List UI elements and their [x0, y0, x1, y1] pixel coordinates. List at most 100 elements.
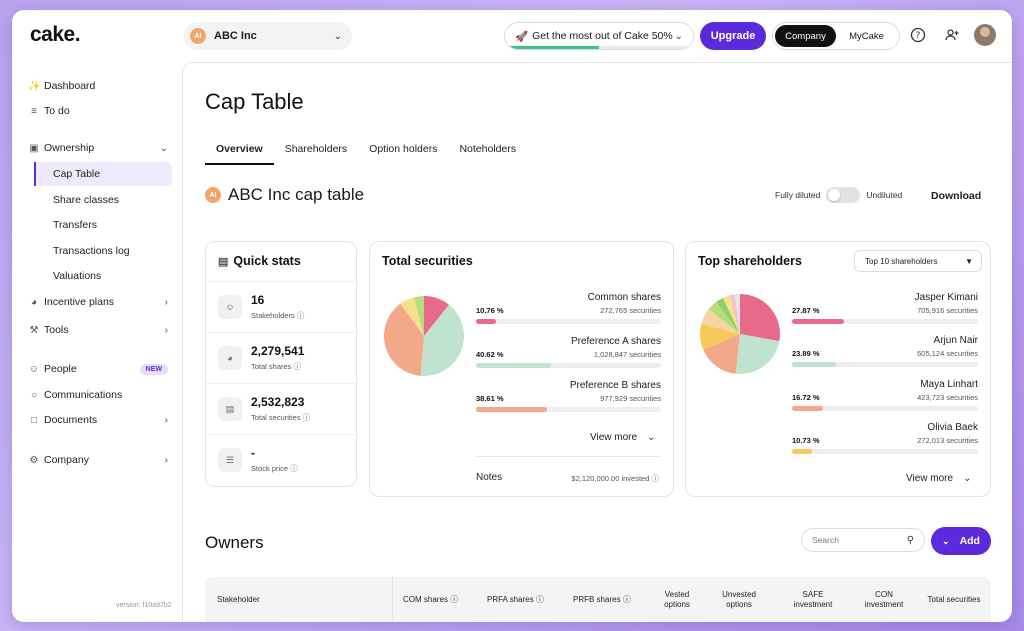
sidebar-item-ownership[interactable]: ▣ Ownership ⌄: [28, 137, 168, 159]
info-icon[interactable]: ⓘ: [296, 311, 305, 320]
shareholder-bar-track: [792, 449, 978, 454]
pie-slice[interactable]: [701, 309, 740, 334]
sidebar-sub-cap-table[interactable]: Cap Table: [34, 162, 172, 186]
sidebar-item-communications[interactable]: ○ Communications: [28, 384, 168, 406]
document-icon: ▤: [218, 397, 242, 421]
shareholder-bar-fill: [792, 406, 824, 411]
stat-value: 2,532,823: [251, 395, 305, 409]
column-header-com-shares[interactable]: COM shares ⓘ: [403, 577, 473, 622]
chevron-down-icon: ⌄: [942, 535, 950, 546]
owners-title: Owners: [205, 533, 264, 552]
page-title: Cap Table: [205, 89, 304, 114]
pie-slice[interactable]: [420, 304, 464, 376]
sidebar-sub-transactions-log[interactable]: Transactions log: [53, 245, 130, 257]
pie-slice[interactable]: [400, 297, 424, 336]
column-header-prfb-shares[interactable]: PRFB shares ⓘ: [573, 577, 643, 622]
pie-slice[interactable]: [708, 301, 740, 334]
tab-noteholders[interactable]: Noteholders: [459, 143, 517, 155]
pie-slice[interactable]: [703, 334, 740, 374]
sidebar-item-company[interactable]: ⚙ Company ›: [28, 449, 168, 471]
pie-slice[interactable]: [384, 303, 424, 376]
tab-option-holders[interactable]: Option holders: [369, 143, 438, 155]
stat-value: 2,279,541: [251, 344, 305, 358]
info-icon: ⓘ: [535, 594, 544, 604]
tab-company[interactable]: Company: [775, 25, 836, 47]
info-icon[interactable]: ⓘ: [293, 362, 302, 371]
security-bar-fill: [476, 363, 552, 368]
app-logo[interactable]: cake.: [30, 23, 81, 46]
column-header-vested-options[interactable]: Vested options: [664, 589, 690, 609]
section-title: ABC Inc cap table: [228, 185, 365, 204]
pie-slice[interactable]: [414, 296, 424, 336]
top-shareholders-pie: [700, 294, 780, 374]
sidebar-sub-valuations[interactable]: Valuations: [53, 270, 102, 282]
user-avatar[interactable]: [974, 24, 996, 46]
stat-label: Total shares ⓘ: [251, 361, 304, 372]
chat-icon: ○: [30, 389, 38, 401]
stat-label-text: Stock price: [251, 464, 289, 473]
tab-shareholders[interactable]: Shareholders: [284, 143, 348, 155]
add-user-icon[interactable]: [942, 25, 962, 45]
shareholder-name: Arjun Nair: [933, 335, 978, 346]
view-more-button[interactable]: View more ⌄: [906, 473, 971, 484]
company-selector[interactable]: AI ABC Inc ⌄: [184, 22, 352, 50]
top-shareholders-filter[interactable]: Top 10 shareholders ▼: [854, 250, 982, 272]
folder-icon: □: [30, 414, 38, 426]
column-header-safe-investment[interactable]: SAFE investment: [793, 589, 833, 609]
quick-stats-title: ▤ Quick stats: [218, 254, 301, 268]
column-header-unvested-options[interactable]: Unvested options: [722, 589, 756, 609]
sidebar-sub-transfers[interactable]: Transfers: [53, 219, 97, 231]
stat-value: 16: [251, 293, 265, 307]
people-icon: ☺: [218, 295, 242, 319]
pie-slice[interactable]: [716, 297, 740, 334]
pie-slice[interactable]: [722, 295, 740, 334]
sidebar-sub-share-classes[interactable]: Share classes: [53, 194, 119, 206]
security-bar-track: [476, 363, 661, 368]
security-bar-fill: [476, 319, 496, 324]
sidebar-item-people[interactable]: ☺ People NEW: [28, 358, 168, 380]
chevron-right-icon: ›: [164, 324, 168, 336]
promo-progress-bar: [505, 46, 693, 49]
help-icon[interactable]: ?: [908, 25, 928, 45]
sidebar-item-label: People: [44, 363, 77, 375]
security-count: 1,028,847 securities: [593, 350, 661, 359]
promo-banner[interactable]: 🚀 Get the most out of Cake 50% ⌄: [504, 22, 694, 50]
dilution-toggle[interactable]: [826, 187, 861, 203]
view-more-button[interactable]: View more ⌄: [590, 432, 655, 443]
stat-total-securities: ▤ 2,532,823 Total securities ⓘ: [206, 383, 356, 434]
info-icon[interactable]: ⓘ: [651, 474, 660, 483]
search-input[interactable]: Search ⚲: [801, 528, 925, 552]
monitor-icon: ▤: [218, 255, 229, 268]
tab-overview[interactable]: Overview: [205, 135, 274, 165]
add-button[interactable]: ⌄ Add: [931, 527, 991, 555]
column-header-total-securities[interactable]: Total securities: [927, 594, 981, 604]
pie-slice[interactable]: [424, 296, 450, 336]
pie-slice[interactable]: [700, 323, 740, 350]
upgrade-button[interactable]: Upgrade: [700, 22, 766, 50]
shareholder-bar-fill: [792, 449, 812, 454]
column-header-con-investment[interactable]: CON investment: [864, 589, 904, 609]
download-button[interactable]: Download: [931, 190, 982, 202]
stat-label-text: Stakeholders: [251, 311, 295, 320]
caret-down-icon: ▼: [965, 256, 973, 266]
column-header-prfa-shares[interactable]: PRFA shares ⓘ: [487, 577, 557, 622]
pie-slice[interactable]: [740, 294, 780, 342]
top-bar: cake. AI ABC Inc ⌄ 🚀 Get the most out of…: [12, 10, 1012, 62]
sidebar-item-documents[interactable]: □ Documents ›: [28, 409, 168, 431]
pie-slice[interactable]: [735, 334, 780, 374]
info-icon[interactable]: ⓘ: [290, 464, 298, 473]
tab-mycake[interactable]: MyCake: [849, 30, 884, 42]
column-header-stakeholder[interactable]: Stakeholder: [217, 577, 393, 622]
pie-slice[interactable]: [734, 294, 740, 334]
cap-table-heading: AI ABC Inc cap table: [205, 185, 364, 205]
stat-label-text: Total securities: [251, 413, 301, 422]
sidebar-item-incentive-plans[interactable]: ◕ Incentive plans ›: [28, 291, 168, 313]
chevron-down-icon: ⌄: [159, 142, 168, 154]
stat-total-shares: ◕ 2,279,541 Total shares ⓘ: [206, 332, 356, 383]
pie-slice[interactable]: [729, 294, 740, 334]
info-icon[interactable]: ⓘ: [302, 413, 311, 422]
sidebar-item-dashboard[interactable]: ✨ Dashboard: [28, 75, 168, 97]
security-bar-track: [476, 319, 661, 324]
sidebar-item-tools[interactable]: ⚒ Tools ›: [28, 319, 168, 341]
sidebar-item-todo[interactable]: ≡ To do: [28, 100, 168, 122]
